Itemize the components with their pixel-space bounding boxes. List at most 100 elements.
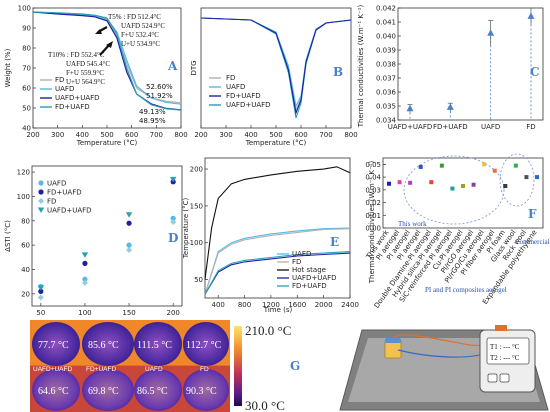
pct-2: 51.92% [146, 92, 173, 100]
panel-b: 200 300 400 500 600 700 800 DTG Temperature (°… [190, 7, 358, 147]
y-tick-label: 0.037 [376, 75, 396, 83]
x-tick-label: 200 [26, 131, 39, 139]
legend-e-2: Hot stage [292, 266, 326, 274]
t10-annotation: T10% : FD 552.4°C UAFD 545.4°C F+U 559.9… [48, 41, 113, 86]
data-point [482, 162, 487, 167]
y-tick-label: 40 [22, 125, 31, 133]
panel-e: 400 800 1200 1600 2000 2400 50 100 150 200 Tempe… [182, 157, 359, 314]
y-tick-label: 40 [21, 266, 30, 274]
x-tick-label: 400 [76, 131, 89, 139]
y-tick-label: 20 [21, 290, 30, 298]
color-bar-min: 30.0 °C [245, 398, 285, 412]
data-point [439, 163, 444, 168]
legend-d-item: FD [47, 198, 56, 206]
x-tick-label: 50 [36, 309, 45, 317]
panel-f-label: F [528, 207, 537, 221]
t10-fu: F+U 559.9°C [66, 69, 104, 77]
series-line-uafd-uafd [200, 17, 352, 116]
t5-arrow-head [95, 29, 102, 34]
t5-uafd: UAFD 524.9°C [121, 22, 165, 30]
sample-label-1: UAFD+UAFD [33, 366, 72, 373]
thermometer-t2: T2 : --- °C [490, 354, 520, 362]
sample-blob-8 [183, 369, 229, 411]
series-line-hot-stage [204, 166, 351, 280]
data-point [169, 176, 177, 183]
data-point [527, 12, 535, 19]
y-tick-label: 0.042 [376, 5, 396, 13]
panel-a-xlabel: Temperature (°C) [76, 139, 138, 147]
t10-arrow-head [106, 41, 113, 48]
t5-fd: T5% : FD 512.4°C [108, 13, 161, 21]
data-point [492, 168, 497, 173]
data-point [387, 181, 391, 186]
series-line-uafd-uafd [32, 11, 182, 111]
thermometer-port [495, 325, 507, 331]
panel-a-ylabel: Weight (%) [4, 48, 12, 87]
category-label: FD+UAFD [433, 123, 468, 131]
data-point [81, 252, 89, 258]
legend-e-4: FD+UAFD [292, 282, 327, 290]
panel-f-ylabel: Thermal conductivities (W.m⁻¹ K⁻¹) [368, 161, 376, 285]
y-tick-label: 0.035 [376, 103, 396, 111]
note-group-pi: PI and PI composites aerogel [425, 286, 507, 294]
y-tick-label: 120 [17, 169, 30, 177]
y-tick-label: 100 [18, 5, 31, 13]
data-point [37, 207, 45, 213]
y-tick-label: 0.03 [365, 186, 381, 194]
t5-annotation: T5% : FD 512.4°C UAFD 524.9°C F+U 532.4°… [95, 13, 165, 48]
y-tick-label: 80 [21, 217, 30, 225]
sample-blob-7 [134, 369, 182, 411]
panel-d: 50 100 150 200 20 40 60 80 100 120 ΔSTI (°C) D U… [4, 165, 183, 317]
pct-3: 49.13% [139, 108, 166, 116]
legend-b-1: UAFD [226, 83, 245, 91]
y-tick-label: 200 [190, 166, 203, 174]
panel-d-frame [31, 165, 183, 307]
t5-fu: F+U 532.4°C [121, 31, 159, 39]
data-point [37, 294, 44, 301]
data-point [38, 180, 44, 186]
y-tick-label: 0.01 [365, 212, 381, 220]
data-point [38, 288, 44, 294]
data-point [37, 285, 45, 291]
panel-b-frame [200, 7, 352, 129]
y-tick-label: 0.041 [376, 19, 396, 27]
legend-b-2: FD+UAFD [226, 92, 261, 100]
panel-e-xlabel: Time (s) [263, 306, 293, 314]
x-tick-label: 2000 [315, 301, 333, 309]
data-point [82, 260, 88, 266]
y-tick-label: 0.034 [376, 117, 397, 125]
legend-a-0: FD [55, 76, 64, 84]
y-tick-label: 0.04 [365, 174, 381, 182]
data-point [535, 175, 539, 180]
color-bar-max: 210.0 °C [245, 323, 291, 338]
temp-top-3: 111.5 °C [137, 340, 172, 351]
data-point [503, 184, 508, 188]
panel-g-label: G [290, 359, 300, 373]
sample-blob-5 [32, 369, 80, 411]
thermometer-button-2 [499, 373, 510, 383]
y-tick-label: 0.040 [376, 33, 396, 41]
sample-blob-4 [183, 322, 229, 366]
category-label: UAFD [481, 123, 500, 131]
note-this-work: This work [398, 220, 427, 228]
x-tick-label: 600 [294, 131, 307, 139]
sample-label-2: FD+UAFD [86, 366, 116, 373]
y-tick-label: 80 [22, 45, 31, 53]
data-point [487, 29, 495, 36]
t5-uu: U+U 534.9°C [121, 40, 160, 48]
legend-b-0: FD [226, 74, 235, 82]
data-point [126, 247, 133, 253]
temp-bot-3: 86.5 °C [137, 386, 168, 397]
y-tick-label: 50 [22, 105, 31, 113]
pct-1: 52.60% [146, 83, 173, 91]
panel-d-label: D [168, 231, 178, 245]
x-tick-label: 300 [219, 131, 232, 139]
data-point [450, 186, 455, 191]
panel-c-frame [397, 7, 544, 121]
legend-e-0: UAFD [292, 250, 311, 258]
temp-top-2: 85.6 °C [88, 340, 119, 351]
x-tick-label: 200 [194, 131, 207, 139]
y-tick-label: 60 [22, 85, 31, 93]
